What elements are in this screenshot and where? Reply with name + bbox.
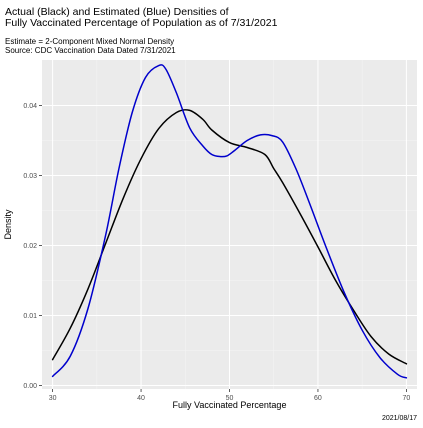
x-tick-label: 70 bbox=[402, 395, 410, 402]
y-axis-label: Density bbox=[3, 209, 13, 240]
x-tick-label: 40 bbox=[137, 395, 145, 402]
x-tick-label: 50 bbox=[226, 395, 234, 402]
y-tick-label: 0.00 bbox=[23, 383, 37, 390]
chart-subtitle-line: Estimate = 2-Component Mixed Normal Dens… bbox=[5, 37, 174, 46]
x-tick-label: 60 bbox=[314, 395, 322, 402]
x-axis: 30 40 50 60 70 bbox=[49, 389, 410, 402]
y-tick-label: 0.03 bbox=[23, 173, 37, 180]
estimated-density-line bbox=[51, 64, 408, 379]
y-tick-label: 0.02 bbox=[23, 243, 37, 250]
chart-title-line: Fully Vaccinated Percentage of Populatio… bbox=[5, 17, 278, 29]
chart-caption: 2021/08/17 bbox=[382, 415, 417, 422]
x-tick-label: 30 bbox=[49, 395, 57, 402]
density-series bbox=[51, 64, 408, 379]
y-axis: 0.00 0.01 0.02 0.03 0.04 bbox=[23, 103, 42, 390]
chart-subtitle: Estimate = 2-Component Mixed Normal Dens… bbox=[5, 37, 176, 55]
x-axis-label: Fully Vaccinated Percentage bbox=[173, 400, 287, 410]
actual-density-line bbox=[51, 109, 408, 365]
chart-title-line: Actual (Black) and Estimated (Blue) Dens… bbox=[5, 6, 229, 18]
chart-subtitle-line: Source: CDC Vaccination Data Dated 7/31/… bbox=[5, 46, 176, 55]
major-gridlines bbox=[42, 60, 417, 389]
y-tick-label: 0.04 bbox=[23, 103, 37, 110]
chart-title: Actual (Black) and Estimated (Blue) Dens… bbox=[5, 6, 278, 29]
y-tick-label: 0.01 bbox=[23, 313, 37, 320]
